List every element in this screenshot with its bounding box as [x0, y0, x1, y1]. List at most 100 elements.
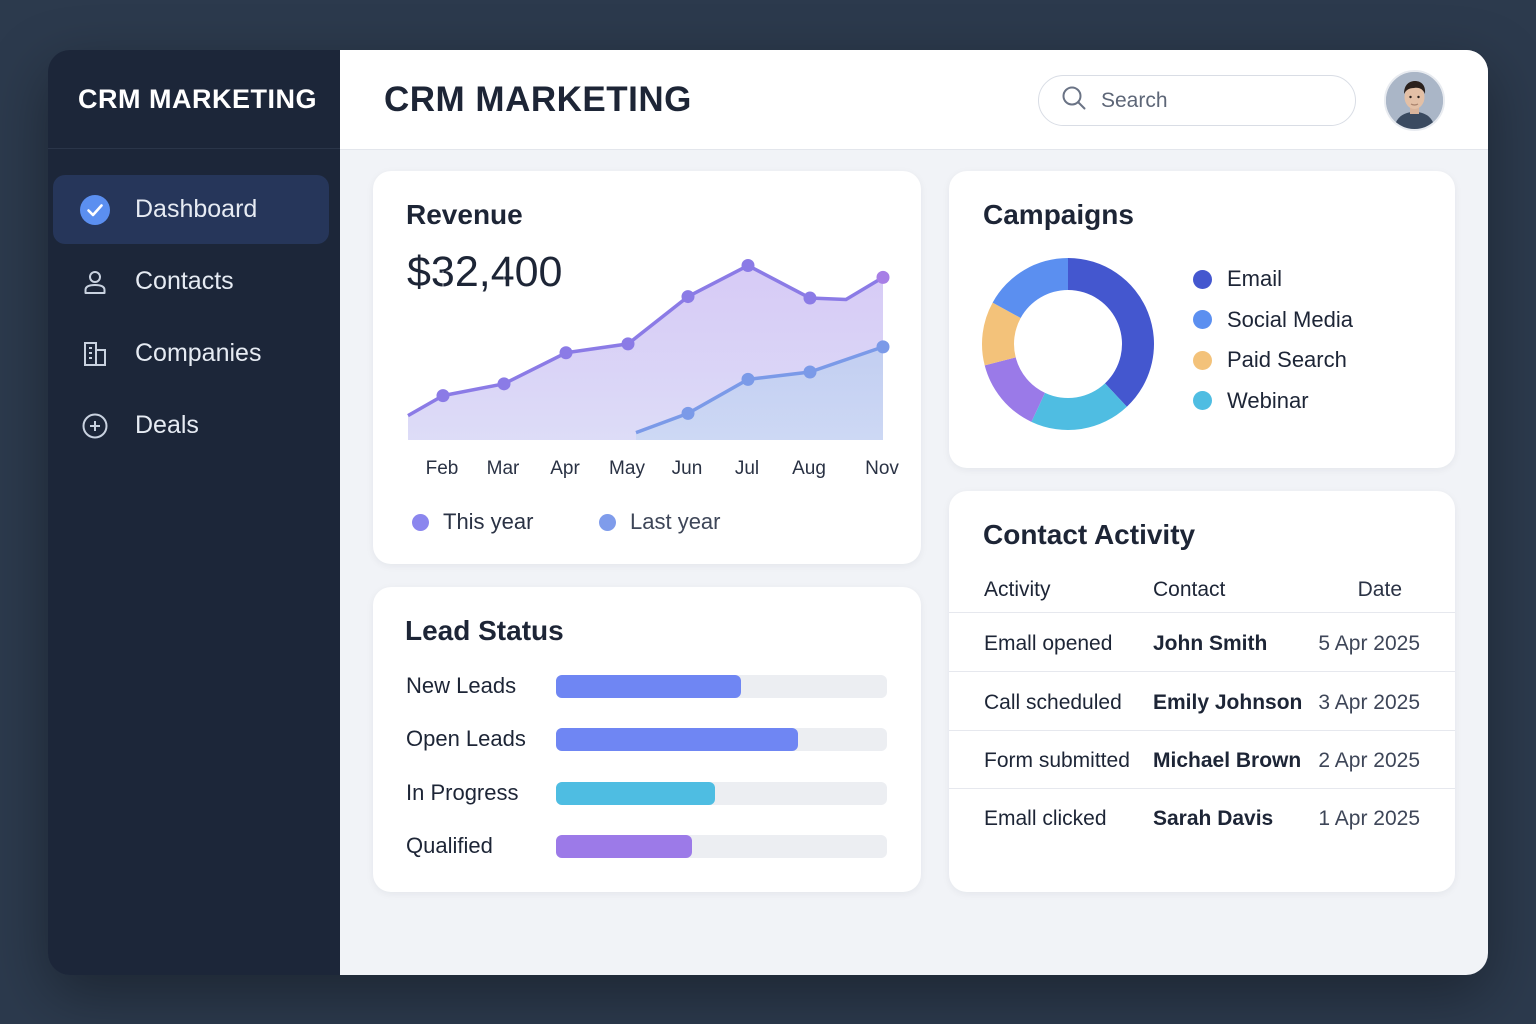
legend-dot-icon	[599, 513, 616, 531]
campaigns-donut-chart	[982, 258, 1154, 430]
this-year-point	[681, 290, 695, 304]
legend-label: This year	[443, 509, 534, 534]
activity-cell: Form submitted	[984, 749, 1130, 772]
table-row[interactable]: Emall opened John Smith 5 Apr 2025	[949, 614, 1455, 672]
lead-row-new-leads: New Leads	[406, 673, 896, 698]
search-box[interactable]	[1038, 75, 1356, 126]
donut-slice	[1031, 383, 1127, 430]
lead-label: Open Leads	[406, 726, 526, 751]
search-input[interactable]	[1101, 88, 1321, 113]
campaigns-title: Campaigns	[983, 199, 1134, 230]
check-circle-icon	[79, 194, 111, 226]
lead-progress-track	[556, 674, 887, 698]
date-cell: 3 Apr 2025	[1318, 691, 1420, 714]
donut-slice	[982, 302, 1021, 366]
contact-cell: Emily Johnson	[1153, 691, 1303, 714]
last-year-point	[741, 372, 755, 386]
lead-progress-track	[556, 834, 887, 858]
last-year-point	[876, 340, 890, 354]
user-icon	[79, 266, 111, 298]
lead-row-open-leads: Open Leads	[406, 726, 896, 751]
last-year-point	[803, 365, 817, 379]
lead-progress-fill	[556, 674, 742, 698]
legend-label: Webinar	[1227, 387, 1309, 413]
revenue-chart: Feb Mar Apr May Jun Jul Aug Nov	[407, 259, 899, 479]
sidebar-item-dashboard[interactable]: Dashboard	[53, 175, 329, 244]
legend-label: Social Media	[1227, 306, 1353, 332]
legend-item-email[interactable]: Email	[1193, 259, 1353, 300]
search-icon	[1061, 85, 1087, 116]
lead-status-card: Lead Status New Leads Open Leads In Prog…	[373, 587, 921, 892]
lead-label: Qualified	[406, 833, 493, 858]
legend-item-webinar[interactable]: Webinar	[1193, 381, 1353, 422]
sidebar-item-contacts[interactable]: Contacts	[53, 247, 329, 316]
main-content: CRM MARKETING	[340, 50, 1488, 975]
sidebar-nav: Dashboard Contacts Companies Deals	[48, 149, 340, 460]
table-row[interactable]: Emall clicked Sarah Davis 1 Apr 2025	[949, 789, 1455, 847]
lead-status-title: Lead Status	[405, 615, 564, 646]
donut-slice	[984, 357, 1046, 422]
contact-activity-card: Contact Activity Activity Contact Date E…	[949, 491, 1455, 892]
table-header: Activity Contact Date	[949, 575, 1455, 613]
x-tick-label: Apr	[550, 458, 580, 479]
contact-cell: John Smith	[1153, 632, 1268, 655]
lead-label: New Leads	[406, 673, 517, 698]
table-row[interactable]: Call scheduled Emily Johnson 3 Apr 2025	[949, 673, 1455, 731]
sidebar-item-label: Companies	[135, 339, 262, 367]
table-row[interactable]: Form submitted Michael Brown 2 Apr 2025	[949, 731, 1455, 789]
column-header-contact: Contact	[1153, 578, 1226, 601]
x-tick-label: Jun	[672, 458, 703, 479]
date-cell: 2 Apr 2025	[1318, 749, 1420, 772]
column-header-date: Date	[1357, 578, 1402, 601]
campaigns-card: Campaigns Email Social Media Paid Search	[949, 171, 1455, 468]
column-header-activity: Activity	[984, 578, 1051, 601]
lead-row-in-progress: In Progress	[406, 780, 896, 805]
x-tick-label: Mar	[487, 458, 520, 479]
sidebar-item-deals[interactable]: Deals	[53, 391, 329, 460]
building-icon	[79, 338, 111, 370]
revenue-title: Revenue	[406, 199, 523, 230]
sidebar-item-companies[interactable]: Companies	[53, 319, 329, 388]
sidebar-item-label: Deals	[135, 411, 199, 439]
this-year-point	[741, 259, 755, 273]
legend-item-paid-search[interactable]: Paid Search	[1193, 340, 1353, 381]
activity-cell: Emall clicked	[984, 807, 1107, 830]
x-tick-label: Aug	[792, 458, 826, 479]
x-tick-label: Feb	[426, 458, 459, 479]
legend-label: Paid Search	[1227, 347, 1347, 373]
revenue-card: Revenue $32,400	[373, 171, 921, 564]
this-year-point	[803, 291, 817, 305]
activity-cell: Call scheduled	[984, 691, 1122, 714]
topbar: CRM MARKETING	[340, 50, 1488, 150]
legend-dot-icon	[1193, 391, 1212, 411]
legend-label: Email	[1227, 266, 1283, 292]
sidebar-brand: CRM MARKETING	[48, 50, 340, 149]
donut-slice	[1068, 258, 1154, 407]
sidebar: CRM MARKETING Dashboard Contacts Compani…	[48, 50, 340, 975]
lead-progress-fill	[556, 727, 798, 751]
date-cell: 1 Apr 2025	[1318, 807, 1420, 830]
this-year-point	[497, 377, 511, 391]
contact-cell: Michael Brown	[1153, 749, 1302, 772]
legend-dot-icon	[1193, 350, 1212, 370]
page-title: CRM MARKETING	[384, 80, 692, 119]
legend-last-year[interactable]: Last year	[599, 509, 721, 535]
plus-circle-icon	[79, 410, 111, 442]
lead-row-qualified: Qualified	[406, 833, 896, 858]
this-year-point	[876, 270, 890, 284]
series-line-this-year	[407, 263, 884, 418]
x-tick-label: May	[609, 458, 645, 479]
legend-item-social-media[interactable]: Social Media	[1193, 300, 1353, 341]
legend-dot-icon	[1193, 269, 1212, 289]
this-year-point	[621, 337, 635, 351]
last-year-point	[681, 406, 695, 420]
legend-this-year[interactable]: This year	[412, 509, 533, 535]
date-cell: 5 Apr 2025	[1318, 632, 1420, 655]
sidebar-item-label: Contacts	[135, 267, 234, 295]
lead-label: In Progress	[406, 780, 519, 805]
contact-cell: Sarah Davis	[1153, 807, 1274, 830]
donut-slice	[992, 258, 1068, 318]
this-year-point	[436, 389, 450, 403]
avatar[interactable]	[1384, 70, 1445, 131]
revenue-value: $32,400	[407, 248, 563, 296]
